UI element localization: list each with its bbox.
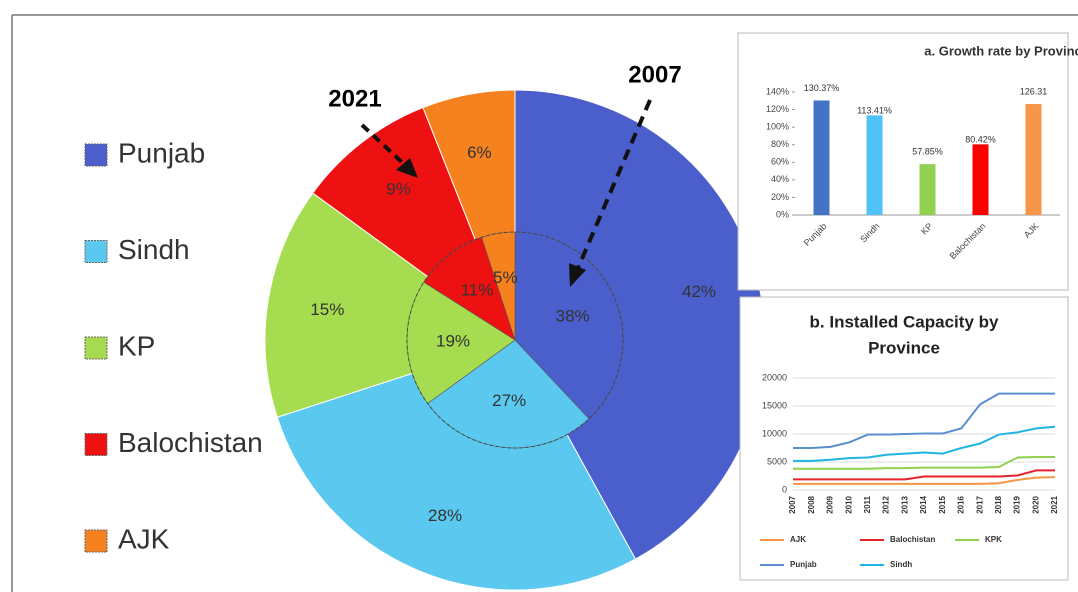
arrow-2007 [576, 99, 652, 269]
bar-value-label: 126.31 [1020, 86, 1048, 96]
slice-label: 28% [428, 506, 462, 525]
legend-label: Sindh [890, 560, 912, 569]
y-tick-label: 0 [782, 484, 787, 494]
legend-label: AJK [790, 535, 806, 544]
legend-label: AJK [118, 523, 170, 554]
slice-label: 11% [461, 280, 494, 299]
legend-swatch [84, 143, 108, 167]
pie-slice [427, 339, 590, 449]
x-tick-label: 2009 [826, 495, 835, 513]
x-tick-label: 2012 [882, 495, 891, 513]
bar [972, 144, 989, 215]
bar [919, 164, 936, 215]
bar-value-label: 130.37% [804, 83, 840, 93]
series-line [793, 392, 1055, 449]
legend-swatch [84, 529, 108, 553]
legend-swatch [84, 240, 108, 263]
y-tick-label: 140% [766, 86, 789, 96]
bar [866, 115, 883, 215]
series-line [793, 469, 1055, 481]
y-tick-label: 80% [771, 139, 789, 149]
y-tick-label: 40% [771, 174, 789, 184]
bar-title: a. Growth rate by Provinc [924, 43, 1078, 58]
y-tick-label: 20000 [762, 372, 787, 382]
x-tick-label: 2013 [900, 495, 909, 513]
series-line [793, 476, 1056, 485]
legend-label: Balochistan [890, 535, 935, 544]
legend-label: KPK [985, 535, 1002, 544]
y-tick-label: 15000 [762, 400, 787, 410]
bar-value-label: 80.42% [965, 135, 996, 145]
y-tick-label: 10000 [762, 428, 787, 438]
x-tick-label: 2018 [994, 495, 1003, 513]
slice-label: 19% [436, 331, 470, 350]
y-tick-label: 0% [776, 209, 789, 219]
x-tick-label: 2015 [938, 495, 947, 513]
pie-chart: 42% 28% 15% 9% 6% 38% 27% 19% 11%5% [264, 89, 766, 591]
legend-label: Sindh [118, 234, 190, 265]
annotation-2007: 2007 [628, 61, 681, 88]
y-tick-label: 5000 [767, 456, 787, 466]
legend-label: KP [118, 330, 155, 361]
legend-label: Punjab [790, 560, 817, 569]
pie-slice [423, 236, 516, 341]
series-line [793, 455, 1055, 470]
y-tick-label: 20% [771, 192, 789, 202]
bar-panel [737, 32, 1069, 291]
pie-slice [406, 281, 516, 404]
y-tick-label: 60% [771, 157, 789, 167]
x-tick-label: 2016 [957, 495, 966, 513]
annotations: 2021 2007 [328, 61, 682, 287]
line-panel [739, 296, 1069, 581]
legend-label: Balochistan [118, 427, 263, 458]
bar-chart: a. Growth rate by Provinc 0% 20% 40% 60% 80% 1… [737, 32, 1078, 291]
line-title: Province [868, 338, 940, 357]
slice-label: 15% [310, 300, 344, 319]
slice-label: 9% [386, 179, 411, 198]
x-tick-label: 2008 [807, 495, 816, 513]
x-tick-label: 2020 [1031, 495, 1040, 513]
bar-value-label: 113.41% [857, 106, 892, 116]
slice-label: 42% [682, 282, 716, 301]
arrowhead-2021 [396, 158, 418, 178]
arrowhead-2007 [569, 263, 586, 287]
y-tick-label: 100% [766, 122, 789, 132]
slice-label: 27% [492, 391, 526, 410]
slice-label: 6% [467, 143, 492, 162]
bar-value-label: 57.85% [912, 147, 943, 157]
slice-label: 38% [556, 307, 590, 326]
x-tick-label: 2017 [975, 495, 984, 513]
pie-slice [264, 192, 517, 418]
y-tick-label: 120% [766, 104, 789, 114]
x-tick-label: 2011 [863, 495, 872, 513]
bar [1025, 104, 1042, 215]
line-chart: b. Installed Capacity by Province 0 5000 100… [739, 296, 1069, 581]
arrow-2021 [360, 123, 407, 167]
slice-label: 5% [493, 268, 518, 287]
legend-swatch [84, 433, 108, 456]
x-tick-label: 2021 [1050, 495, 1059, 513]
x-tick-label: 2019 [1013, 495, 1022, 513]
inner-ring-outline [406, 231, 624, 449]
x-tick-label: 2014 [919, 495, 928, 513]
legend-swatch [84, 336, 108, 360]
bar [813, 100, 830, 215]
line-title: b. Installed Capacity by [810, 312, 999, 331]
series-line [793, 425, 1056, 462]
pie-legend: Punjab Sindh KP Balochistan AJK [84, 137, 263, 554]
x-tick-label: 2007 [788, 495, 797, 513]
legend-label: Punjab [118, 137, 205, 168]
annotation-2021: 2021 [328, 85, 381, 112]
x-tick-label: 2010 [844, 495, 853, 513]
